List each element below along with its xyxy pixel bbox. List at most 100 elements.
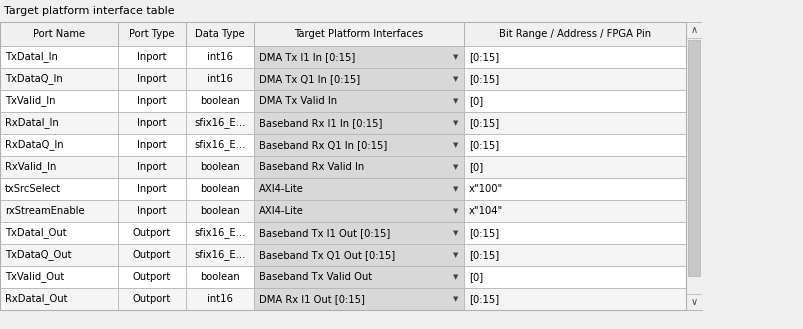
Text: sfix16_E...: sfix16_E... — [194, 228, 246, 239]
Text: ▼: ▼ — [453, 296, 459, 302]
Bar — [463, 46, 685, 68]
Text: TxValid_Out: TxValid_Out — [5, 271, 64, 283]
Bar — [118, 178, 185, 200]
Text: DMA Rx I1 Out [0:15]: DMA Rx I1 Out [0:15] — [259, 294, 365, 304]
Bar — [463, 112, 685, 134]
Bar — [185, 112, 254, 134]
Bar — [687, 40, 699, 276]
Text: Target Platform Interfaces: Target Platform Interfaces — [294, 29, 423, 39]
Bar — [254, 288, 463, 310]
Text: ▼: ▼ — [453, 230, 459, 236]
Bar — [254, 266, 463, 288]
Bar — [0, 0, 803, 22]
Bar — [463, 68, 685, 90]
Bar — [463, 22, 685, 46]
Text: Baseband Tx I1 Out [0:15]: Baseband Tx I1 Out [0:15] — [259, 228, 389, 238]
Text: boolean: boolean — [200, 96, 239, 106]
Text: Baseband Tx Q1 Out [0:15]: Baseband Tx Q1 Out [0:15] — [259, 250, 394, 260]
Text: TxValid_In: TxValid_In — [5, 95, 55, 107]
Text: Target platform interface table: Target platform interface table — [4, 6, 174, 16]
Text: Inport: Inport — [137, 74, 166, 84]
Text: Outport: Outport — [132, 294, 171, 304]
Text: [0:15]: [0:15] — [468, 118, 499, 128]
Text: RxDataI_Out: RxDataI_Out — [5, 293, 67, 304]
Bar — [118, 244, 185, 266]
Bar — [118, 134, 185, 156]
Bar — [118, 46, 185, 68]
Text: Baseband Rx Q1 In [0:15]: Baseband Rx Q1 In [0:15] — [259, 140, 387, 150]
Bar — [185, 46, 254, 68]
Text: sfix16_E...: sfix16_E... — [194, 139, 246, 150]
Bar — [0, 68, 118, 90]
Text: sfix16_E...: sfix16_E... — [194, 250, 246, 261]
Text: ▼: ▼ — [453, 98, 459, 104]
Bar — [185, 222, 254, 244]
Bar — [463, 134, 685, 156]
Text: Inport: Inport — [137, 118, 166, 128]
Bar — [185, 90, 254, 112]
Text: ▼: ▼ — [453, 208, 459, 214]
Text: boolean: boolean — [200, 184, 239, 194]
Text: int16: int16 — [207, 52, 233, 62]
Bar — [118, 288, 185, 310]
Bar — [118, 222, 185, 244]
Text: RxDataQ_In: RxDataQ_In — [5, 139, 63, 150]
Text: [0:15]: [0:15] — [468, 52, 499, 62]
Bar — [185, 266, 254, 288]
Bar — [685, 22, 701, 310]
Text: Inport: Inport — [137, 206, 166, 216]
Bar — [254, 222, 463, 244]
Bar — [0, 134, 118, 156]
Bar — [185, 178, 254, 200]
Text: [0:15]: [0:15] — [468, 74, 499, 84]
Bar — [185, 288, 254, 310]
Text: [0:15]: [0:15] — [468, 228, 499, 238]
Bar — [254, 46, 463, 68]
Bar — [118, 112, 185, 134]
Text: boolean: boolean — [200, 206, 239, 216]
Bar — [254, 200, 463, 222]
Bar — [0, 178, 118, 200]
Bar — [254, 244, 463, 266]
Bar — [185, 244, 254, 266]
Text: x"100": x"100" — [468, 184, 503, 194]
Text: Baseband Tx Valid Out: Baseband Tx Valid Out — [259, 272, 372, 282]
Bar — [185, 200, 254, 222]
Text: Inport: Inport — [137, 184, 166, 194]
Text: AXI4-Lite: AXI4-Lite — [259, 184, 304, 194]
Text: DMA Tx Valid In: DMA Tx Valid In — [259, 96, 336, 106]
Text: [0]: [0] — [468, 272, 483, 282]
Text: [0]: [0] — [468, 96, 483, 106]
Text: Data Type: Data Type — [195, 29, 245, 39]
Text: ▼: ▼ — [453, 274, 459, 280]
Bar — [0, 222, 118, 244]
Bar — [0, 156, 118, 178]
Text: TxDataQ_In: TxDataQ_In — [5, 74, 63, 85]
Text: [0:15]: [0:15] — [468, 250, 499, 260]
Text: ▼: ▼ — [453, 76, 459, 82]
Text: TxDataQ_Out: TxDataQ_Out — [5, 250, 71, 261]
Text: AXI4-Lite: AXI4-Lite — [259, 206, 304, 216]
Text: Port Type: Port Type — [129, 29, 174, 39]
Text: ▼: ▼ — [453, 54, 459, 60]
Bar — [118, 200, 185, 222]
Text: Inport: Inport — [137, 140, 166, 150]
Bar — [463, 178, 685, 200]
Text: boolean: boolean — [200, 272, 239, 282]
Bar — [685, 22, 701, 38]
Bar — [254, 134, 463, 156]
Text: ∨: ∨ — [690, 297, 697, 307]
Bar — [0, 266, 118, 288]
Text: Outport: Outport — [132, 272, 171, 282]
Text: ∧: ∧ — [690, 25, 697, 35]
Bar — [254, 178, 463, 200]
Text: DMA Tx Q1 In [0:15]: DMA Tx Q1 In [0:15] — [259, 74, 360, 84]
Text: txSrcSelect: txSrcSelect — [5, 184, 61, 194]
Bar — [0, 22, 118, 46]
Text: ▼: ▼ — [453, 120, 459, 126]
Bar — [463, 266, 685, 288]
Text: Baseband Rx I1 In [0:15]: Baseband Rx I1 In [0:15] — [259, 118, 382, 128]
Bar — [0, 90, 118, 112]
Text: Outport: Outport — [132, 228, 171, 238]
Bar — [0, 288, 118, 310]
